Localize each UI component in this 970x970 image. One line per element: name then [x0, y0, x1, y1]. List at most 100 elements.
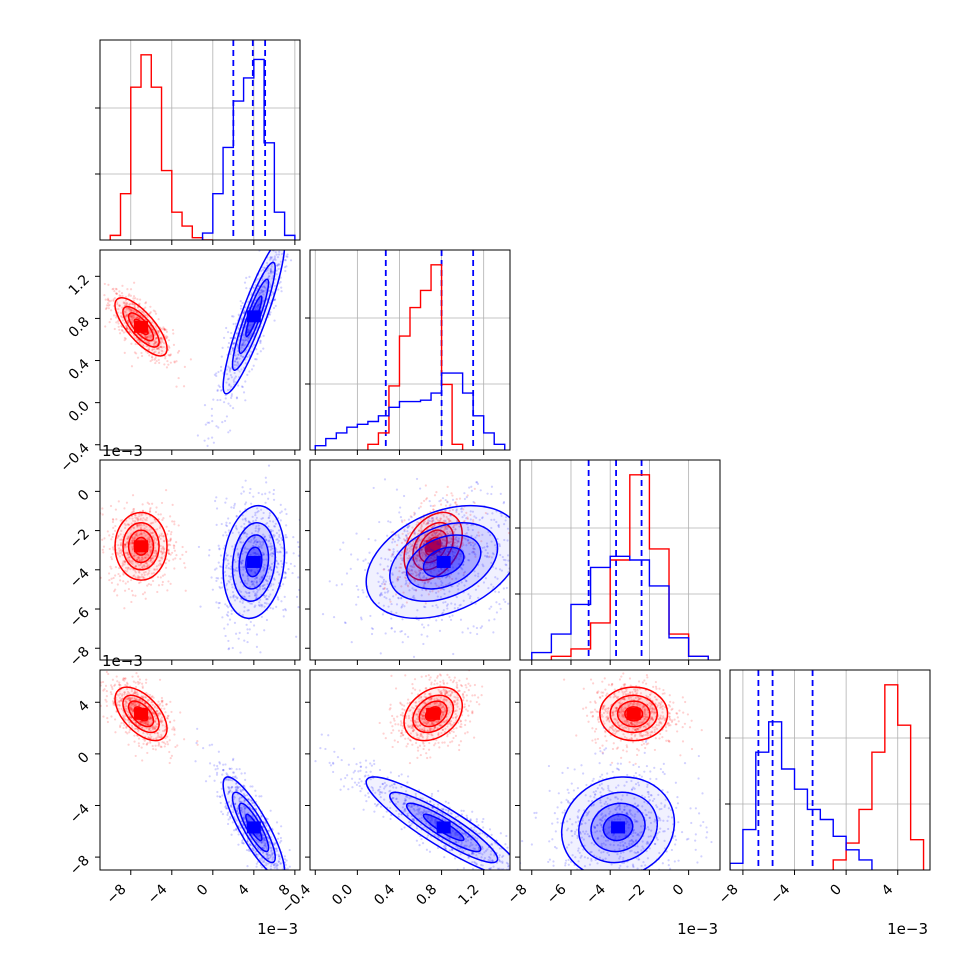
scatter-point-blue	[261, 587, 264, 591]
scatter-point-red	[388, 548, 392, 552]
scatter-point-blue	[268, 520, 272, 523]
scatter-point-blue	[239, 307, 243, 310]
scatter-point-red	[477, 534, 481, 537]
scatter-point-red	[158, 562, 162, 565]
scatter-point-blue	[259, 289, 262, 292]
scatter-point-red	[146, 336, 149, 339]
scatter-point-red	[137, 682, 140, 685]
scatter-point-blue	[258, 292, 261, 295]
scatter-point-red	[408, 569, 411, 572]
scatter-point-red	[157, 741, 160, 744]
scatter-point-red	[169, 354, 172, 357]
scatter-point-blue	[246, 631, 249, 635]
scatter-point-blue	[242, 311, 245, 314]
scatter-point-blue	[413, 512, 417, 515]
scatter-point-blue	[276, 596, 279, 599]
scatter-point-blue	[264, 476, 267, 479]
scatter-point-red	[406, 537, 409, 540]
scatter-point-red	[151, 557, 154, 560]
scatter-point-red	[167, 543, 171, 546]
scatter-point-red	[131, 545, 134, 549]
scatter-point-red	[140, 337, 143, 340]
scatter-point-red	[155, 336, 159, 340]
scatter-point-blue	[225, 534, 228, 537]
scatter-point-red	[169, 757, 172, 760]
scatter-point-red	[163, 342, 166, 345]
scatter-point-red	[149, 311, 152, 314]
scatter-point-blue	[273, 257, 277, 260]
scatter-point-red	[122, 331, 126, 334]
scatter-point-blue	[245, 591, 249, 595]
scatter-point-red	[131, 302, 134, 306]
scatter-point-blue	[257, 524, 260, 527]
scatter-point-blue	[254, 592, 257, 595]
scatter-point-red	[155, 549, 158, 552]
scatter-point-red	[134, 342, 137, 346]
scatter-point-blue	[339, 548, 342, 551]
scatter-point-red	[141, 759, 144, 762]
scatter-point-red	[446, 532, 450, 536]
scatter-point-blue	[280, 286, 283, 289]
scatter-point-blue	[257, 491, 260, 495]
scatter-point-blue	[248, 585, 252, 589]
scatter-point-blue	[259, 541, 262, 544]
scatter-point-red	[403, 528, 406, 531]
scatter-point-red	[109, 504, 113, 508]
scatter-point-blue	[270, 257, 273, 260]
scatter-point-blue	[247, 540, 250, 543]
scatter-point-blue	[537, 570, 539, 572]
scatter-point-blue	[350, 553, 353, 556]
scatter-point-blue	[276, 562, 280, 565]
scatter-point-red	[123, 507, 126, 510]
scatter-point-red	[124, 299, 128, 302]
scatter-point-blue	[231, 586, 234, 589]
hist-panel-2	[515, 459, 721, 665]
scatter-point-blue	[215, 576, 218, 580]
scatter-point-red	[128, 523, 131, 526]
scatter-point-red	[420, 548, 423, 551]
scatter-point-blue	[263, 601, 267, 605]
scatter-point-blue	[256, 541, 259, 544]
scatter-point-blue	[268, 258, 272, 261]
scatter-point-red	[133, 520, 137, 523]
scatter-point-red	[135, 534, 139, 537]
scatter-point-blue	[221, 346, 224, 349]
scatter-point-blue	[272, 271, 275, 274]
scatter-point-blue	[370, 627, 374, 630]
scatter-point-blue	[523, 515, 525, 517]
scatter-point-blue	[254, 291, 257, 295]
scatter-point-blue	[217, 370, 220, 374]
scatter-point-red	[414, 570, 417, 573]
scatter-point-blue	[407, 635, 410, 638]
scatter-point-blue	[265, 661, 267, 663]
scatter-point-red	[123, 607, 126, 610]
scatter-point-blue	[250, 580, 253, 583]
scatter-point-blue	[266, 521, 269, 525]
scatter-point-blue	[242, 344, 246, 347]
scatter-point-red	[430, 534, 433, 537]
scatter-point-blue	[272, 552, 275, 556]
scatter-point-red	[447, 569, 450, 572]
scatter-point-red	[123, 351, 126, 354]
scatter-point-red	[156, 347, 159, 350]
scatter-point-red	[172, 343, 176, 347]
scatter-point-blue	[271, 277, 274, 280]
scatter-point-blue	[504, 600, 507, 603]
scatter-point-red	[172, 558, 175, 561]
scatter-point-blue	[526, 480, 528, 482]
scatter-point-blue	[283, 241, 285, 243]
scatter-point-blue	[255, 596, 258, 599]
scatter-point-blue	[272, 520, 275, 523]
scatter-point-blue	[226, 373, 229, 376]
scatter-point-red	[148, 569, 151, 572]
scatter-point-blue	[215, 523, 218, 526]
scatter-point-red	[167, 552, 171, 555]
scatter-point-blue	[219, 587, 222, 590]
scatter-point-blue	[288, 217, 290, 219]
scatter-point-red	[154, 357, 157, 360]
scatter-point-red	[160, 337, 163, 340]
scatter-point-red	[154, 568, 157, 571]
scatter-point-red	[147, 553, 150, 557]
scatter-point-red	[425, 498, 428, 501]
scatter-point-blue	[266, 269, 269, 272]
